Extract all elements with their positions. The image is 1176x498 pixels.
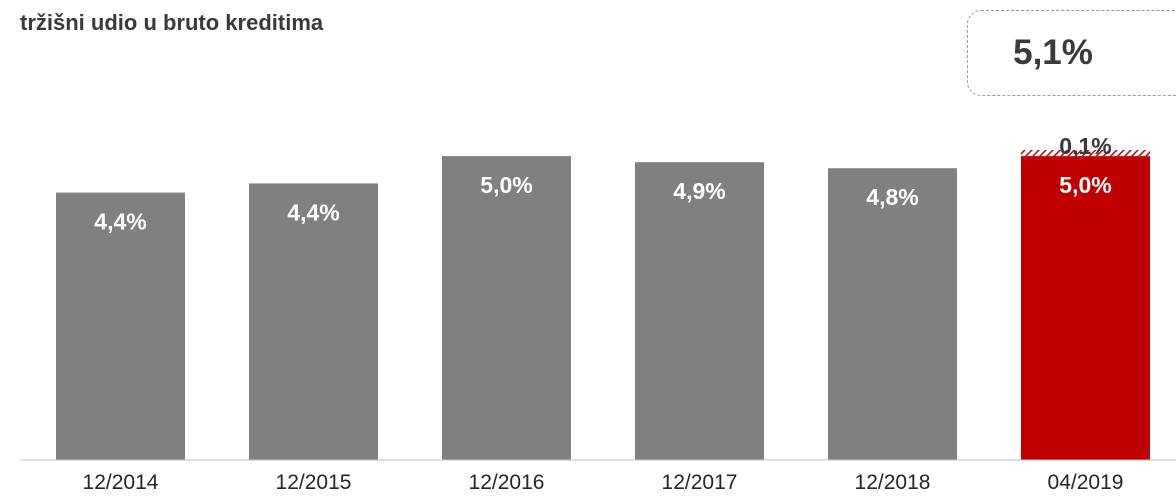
total-callout-value: 5,1% bbox=[1013, 33, 1093, 72]
bar-value-label: 5,0% bbox=[1059, 172, 1111, 198]
bar-value-label: 4,8% bbox=[866, 184, 918, 210]
bar-value-label: 4,4% bbox=[94, 209, 146, 235]
bar-12-2018 bbox=[828, 168, 957, 460]
category-label: 12/2015 bbox=[276, 471, 352, 494]
bar-increment-04-2019 bbox=[1021, 150, 1150, 157]
bar-value-label: 4,4% bbox=[287, 199, 339, 225]
bar-12-2017 bbox=[635, 162, 764, 460]
bar-value-label: 4,9% bbox=[673, 178, 725, 204]
category-label: 12/2016 bbox=[469, 471, 545, 494]
bar-12-2015 bbox=[249, 183, 378, 460]
increment-label: 0,1% bbox=[1059, 133, 1111, 159]
category-label: 12/2014 bbox=[83, 471, 159, 494]
total-callout-box: 5,1% bbox=[967, 10, 1176, 96]
category-label: 12/2017 bbox=[662, 471, 738, 494]
bar-value-label: 5,0% bbox=[480, 172, 532, 198]
bar-04-2019 bbox=[1021, 156, 1150, 460]
bar-12-2014 bbox=[56, 192, 185, 461]
category-label: 12/2018 bbox=[855, 471, 931, 494]
bar-12-2016 bbox=[442, 156, 571, 460]
chart-title: tržišni udio u bruto kreditima bbox=[20, 10, 324, 35]
category-label: 04/2019 bbox=[1048, 471, 1124, 494]
